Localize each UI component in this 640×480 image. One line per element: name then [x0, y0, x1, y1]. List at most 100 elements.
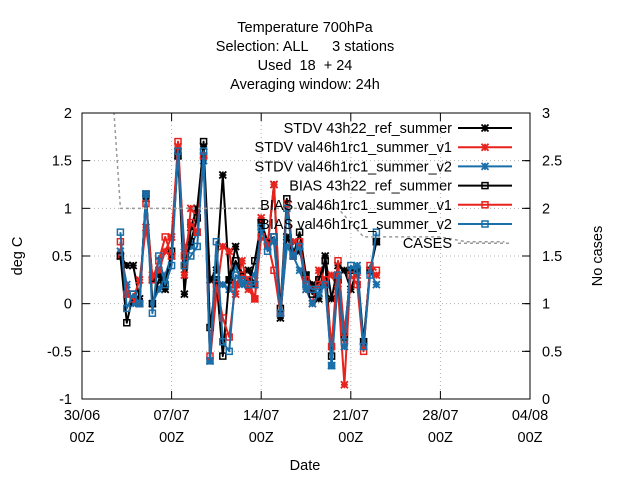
x-tick-sublabel: 00Z	[249, 430, 274, 446]
data-point	[295, 237, 304, 246]
data-point	[187, 218, 195, 227]
data-point	[186, 204, 195, 213]
data-point	[327, 270, 336, 280]
data-point	[353, 266, 361, 275]
data-point	[231, 261, 240, 270]
data-point	[237, 256, 247, 265]
x-tick-sublabel: 00Z	[159, 430, 184, 446]
legend-marker-0	[480, 123, 490, 133]
data-point	[372, 270, 381, 280]
y2-tick-label: 2	[542, 201, 550, 217]
legend-label-3: BIAS 43h22_ref_summer	[289, 179, 452, 195]
data-point	[283, 195, 291, 203]
x-tick-sublabel: 00Z	[428, 430, 453, 446]
data-point	[231, 257, 240, 265]
series-line	[112, 113, 505, 243]
data-point	[180, 270, 189, 280]
series-line	[119, 140, 377, 358]
legend-label-5: BIAS val46h1rc1_summer_v2	[260, 217, 452, 233]
data-point	[340, 266, 349, 275]
x-tick-label: 14/07	[243, 408, 279, 424]
y-tick-label: -1	[59, 392, 72, 408]
data-point	[206, 357, 214, 365]
title-line-3: Used 18 + 24	[258, 58, 353, 74]
data-point	[308, 299, 317, 308]
data-point	[372, 228, 381, 236]
data-point	[142, 190, 150, 198]
data-point	[340, 342, 349, 351]
data-point	[218, 242, 227, 251]
data-point	[180, 261, 189, 270]
data-point	[116, 228, 125, 236]
data-point	[154, 266, 163, 275]
data-point	[327, 294, 336, 304]
legend-label-0: STDV 43h22_ref_summer	[284, 121, 453, 137]
data-point	[321, 280, 329, 289]
data-point	[327, 342, 336, 351]
data-point	[199, 147, 208, 155]
series-line	[119, 150, 378, 367]
data-point	[302, 280, 310, 289]
data-point	[199, 137, 208, 146]
series-5	[116, 147, 381, 370]
data-point	[155, 252, 163, 260]
y2-tick-label: 2.5	[542, 154, 562, 170]
data-point	[308, 280, 317, 289]
y2-tick-label: 0	[542, 392, 550, 408]
legend-label-2: STDV val46h1rc1_summer_v2	[255, 159, 452, 175]
x-tick-label: 28/07	[422, 408, 458, 424]
y-tick-label: -0.5	[47, 344, 72, 360]
data-point	[334, 271, 342, 279]
data-point	[238, 276, 246, 284]
data-point	[295, 266, 304, 275]
legend: STDV 43h22_ref_summer STDV val46h1rc1_sum…	[255, 121, 512, 252]
legend-marker-1	[480, 143, 490, 152]
data-point	[225, 347, 233, 356]
data-point	[174, 137, 182, 146]
data-point	[283, 199, 291, 208]
data-point	[314, 289, 323, 299]
data-point	[321, 276, 329, 284]
data-point	[148, 309, 157, 317]
data-point	[289, 252, 297, 260]
data-point	[218, 280, 227, 289]
legend-marker-3	[481, 181, 489, 190]
y-axis-label: deg C	[10, 237, 26, 276]
data-point	[269, 180, 279, 189]
data-point	[301, 285, 311, 294]
x-tick-label: 21/07	[333, 408, 369, 424]
data-point	[315, 285, 323, 294]
data-point	[359, 347, 368, 356]
x-tick-label: 30/06	[64, 408, 100, 424]
data-point	[308, 290, 317, 298]
data-point	[359, 342, 368, 351]
data-point	[161, 280, 169, 289]
data-point	[167, 261, 176, 270]
data-point	[257, 213, 266, 223]
y2-tick-label: 0.5	[542, 344, 562, 360]
data-point	[219, 338, 227, 346]
data-point	[321, 257, 329, 265]
y-tick-label: 1	[64, 201, 72, 217]
data-point	[251, 280, 259, 289]
y-tick-label: 0.5	[52, 249, 72, 265]
data-point	[154, 285, 163, 294]
x-tick-label: 07/07	[153, 408, 189, 424]
data-point	[276, 309, 285, 317]
plot-series	[112, 113, 505, 389]
data-point	[161, 233, 169, 241]
data-point	[257, 223, 265, 232]
y2-axis-label: No cases	[590, 226, 606, 286]
data-point	[116, 247, 125, 256]
y2-tick-label: 3	[542, 106, 550, 122]
data-point	[174, 147, 182, 155]
y-tick-label: 2	[64, 106, 72, 122]
legend-label-4: BIAS val46h1rc1_summer_v1	[260, 198, 452, 214]
data-point	[135, 299, 144, 308]
series-6	[112, 113, 505, 243]
y2-tick-label: 1.5	[542, 249, 562, 265]
data-point	[334, 257, 342, 265]
data-point	[212, 266, 221, 275]
